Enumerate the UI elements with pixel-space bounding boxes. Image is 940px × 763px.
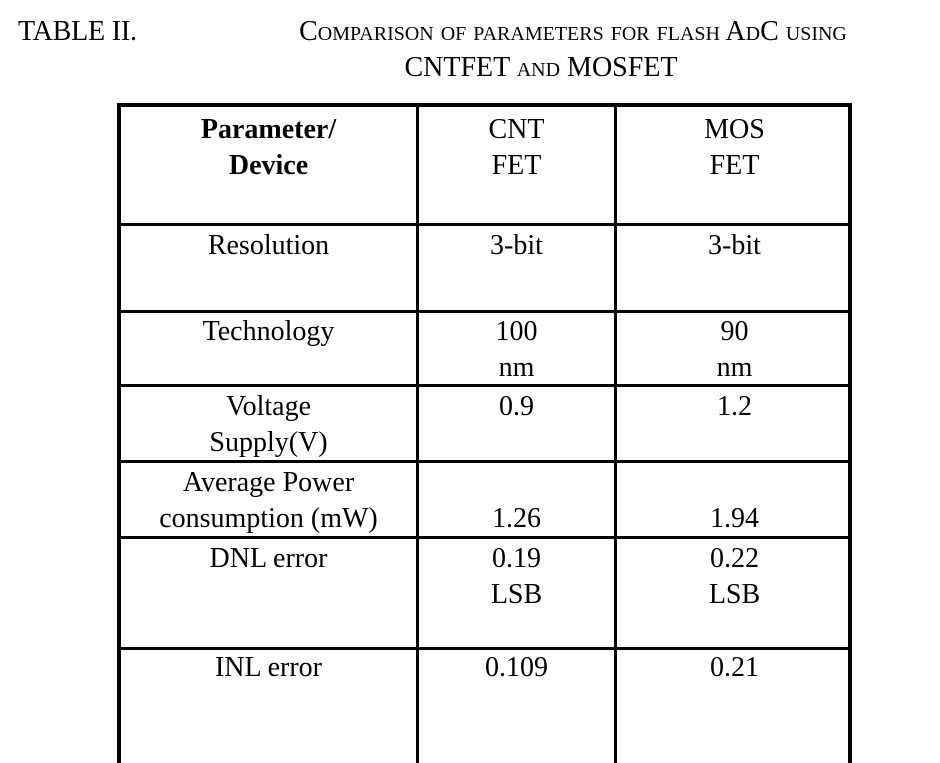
row-technology-label: Technology [121,314,416,350]
row-voltage-label: Voltage Supply(V) [121,389,416,461]
header-text: Device [228,150,309,181]
column-divider [416,107,419,763]
cell-text: 90 [720,316,749,347]
row-inl-cnt: 0.109 [419,650,614,686]
column-divider [614,107,617,763]
header-text: CNT [488,114,545,145]
header-text: Parameter/ [200,114,337,145]
table-title: Comparison of parameters for flash AdC u… [150,14,940,86]
cell-text: 1.2 [717,391,752,422]
cell-text: 0.21 [710,652,759,683]
cell-text: 1.94 [710,503,759,534]
row-inl-label: INL error [121,650,416,686]
cell-text: LSB [708,579,761,610]
cell-text: nm [498,352,535,383]
cell-text [617,465,852,501]
cell-text: 3-bit [490,230,543,261]
row-power-mos: 1.94 [617,465,852,537]
header-mosfet: MOS FET [617,112,852,184]
cell-text: Resolution [207,230,330,261]
header-parameter-device: Parameter/ Device [121,112,416,184]
row-technology-cnt: 100 nm [419,314,614,386]
header-text: FET [709,150,760,181]
cell-text: DNL error [209,543,328,574]
header-text: MOS [704,114,765,145]
row-technology-mos: 90 nm [617,314,852,386]
row-divider [121,384,848,387]
cell-text: Technology [202,316,335,347]
header-text: FET [491,150,542,181]
row-divider [121,536,848,539]
cell-text: 0.9 [499,391,534,422]
cell-text: 0.22 [710,543,759,574]
row-dnl-cnt: 0.19 LSB [419,541,614,613]
table-title-line-1: Comparison of parameters for flash AdC u… [299,16,847,47]
row-resolution-mos: 3-bit [617,228,852,264]
table-number: TABLE II. [18,16,137,47]
cell-text: 100 [495,316,538,347]
row-divider [121,223,848,226]
row-inl-mos: 0.21 [617,650,852,686]
row-power-cnt: 1.26 [419,465,614,537]
header-cntfet: CNT FET [419,112,614,184]
cell-text: nm [716,352,753,383]
cell-text: 0.19 [492,543,541,574]
cell-text: 1.26 [492,503,541,534]
row-dnl-label: DNL error [121,541,416,577]
row-voltage-mos: 1.2 [617,389,852,425]
row-resolution-label: Resolution [121,228,416,264]
row-divider [121,647,848,650]
cell-text: Average Power [182,467,355,498]
row-divider [121,460,848,463]
cell-text: 3-bit [708,230,761,261]
row-dnl-mos: 0.22 LSB [617,541,852,613]
cell-text: 0.109 [485,652,548,683]
cell-text: consumption (mW) [159,503,378,534]
row-divider [121,310,848,313]
cell-text: LSB [490,579,543,610]
cell-text: INL error [214,652,322,683]
row-resolution-cnt: 3-bit [419,228,614,264]
row-power-label: Average Power consumption (mW) [121,465,416,537]
cell-text: Supply(V) [209,427,328,458]
comparison-table: Parameter/ Device CNT FET MOS FET Resolu… [117,103,852,763]
cell-text: Voltage [225,391,312,422]
row-voltage-cnt: 0.9 [419,389,614,425]
cell-text [419,465,614,501]
table-title-line-2: CNTFET and MOSFET [404,52,678,83]
